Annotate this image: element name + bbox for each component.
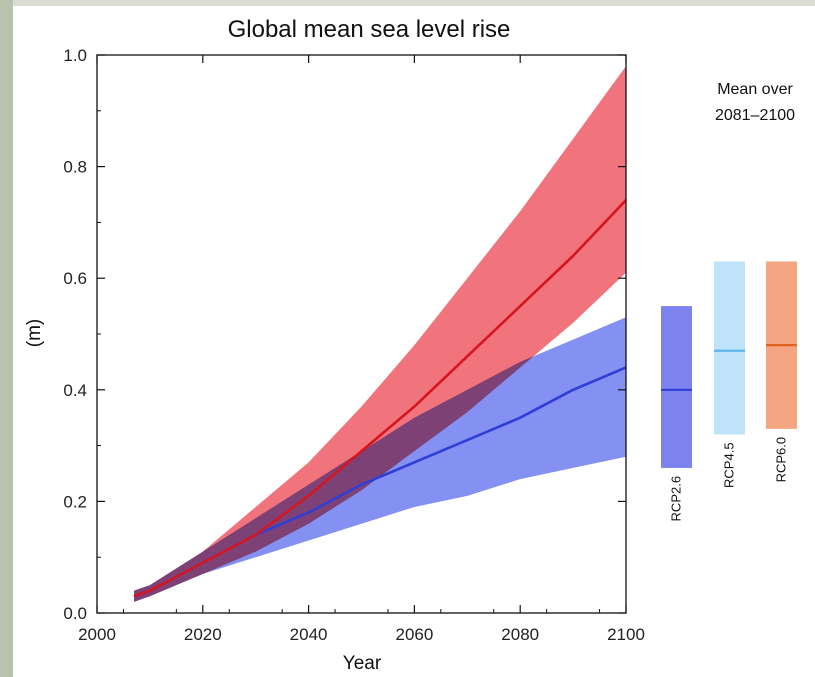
x-tick-label: 2060 bbox=[395, 625, 433, 644]
uncertainty-band-rcp26 bbox=[134, 317, 626, 602]
range-label-rcp45: RCP4.5 bbox=[722, 442, 737, 488]
x-axis-label: Year bbox=[343, 653, 382, 674]
side-panel-title-line1: Mean over bbox=[717, 81, 793, 98]
chart-title: Global mean sea level rise bbox=[228, 16, 511, 43]
y-tick-label: 1.0 bbox=[63, 46, 87, 65]
range-label-rcp60: RCP6.0 bbox=[774, 437, 789, 483]
top-border-strip bbox=[13, 0, 815, 6]
plot-area: 2000 2020 2040 2060 2080 2100 0.0 0.2 0.4 0.6 0.8 1… bbox=[63, 46, 645, 644]
y-tick-label: 0.4 bbox=[63, 381, 87, 400]
side-panel: RCP2.6 RCP4.5 RCP6.0 bbox=[661, 261, 797, 521]
x-tick-label: 2020 bbox=[184, 625, 222, 644]
range-label-rcp26: RCP2.6 bbox=[669, 476, 684, 522]
left-border-strip bbox=[0, 0, 13, 677]
x-tick-label: 2080 bbox=[501, 625, 539, 644]
y-tick-label: 0.8 bbox=[63, 158, 87, 177]
x-tick-label: 2100 bbox=[607, 625, 645, 644]
mean-line-rcp85 bbox=[133, 199, 627, 598]
x-tick-label: 2040 bbox=[290, 625, 328, 644]
x-tick-label: 2000 bbox=[78, 625, 116, 644]
y-tick-label: 0.0 bbox=[63, 604, 87, 623]
y-tick-label: 0.2 bbox=[63, 492, 87, 511]
range-bar-rcp45 bbox=[714, 261, 745, 435]
range-bar-rcp26 bbox=[661, 306, 692, 468]
y-axis-label: (m) bbox=[24, 319, 45, 347]
side-panel-title-line2: 2081–2100 bbox=[715, 107, 795, 124]
y-tick-label: 0.6 bbox=[63, 269, 87, 288]
uncertainty-band-rcp85 bbox=[134, 66, 626, 602]
